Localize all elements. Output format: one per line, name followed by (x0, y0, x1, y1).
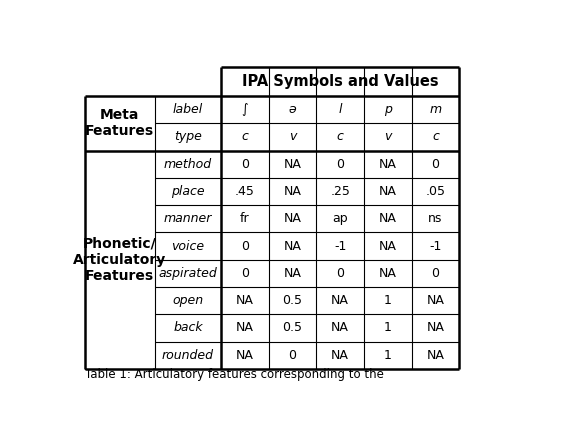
Text: ∫: ∫ (241, 103, 248, 116)
Text: -1: -1 (430, 240, 442, 253)
Text: p: p (384, 103, 391, 116)
Text: NA: NA (427, 321, 444, 334)
Text: method: method (164, 158, 212, 171)
Text: manner: manner (163, 212, 212, 226)
Text: Table 1: Articulatory features corresponding to the: Table 1: Articulatory features correspon… (84, 368, 383, 381)
Text: NA: NA (331, 321, 349, 334)
Text: 0: 0 (241, 158, 248, 171)
Text: 0: 0 (336, 267, 344, 280)
Text: Phonetic/
Articulatory
Features: Phonetic/ Articulatory Features (73, 237, 166, 283)
Text: c: c (336, 130, 343, 143)
Text: NA: NA (284, 240, 301, 253)
Text: ə: ə (288, 103, 297, 116)
Text: 0: 0 (241, 240, 248, 253)
Text: label: label (173, 103, 203, 116)
Text: NA: NA (284, 267, 301, 280)
Text: NA: NA (284, 212, 301, 226)
Text: NA: NA (236, 349, 254, 362)
Text: NA: NA (379, 212, 397, 226)
Text: aspirated: aspirated (159, 267, 217, 280)
Text: .05: .05 (425, 185, 445, 198)
Text: v: v (384, 130, 391, 143)
Text: Meta
Features: Meta Features (85, 108, 154, 139)
Text: 1: 1 (384, 321, 391, 334)
Text: -1: -1 (334, 240, 346, 253)
Text: .45: .45 (235, 185, 255, 198)
Text: NA: NA (284, 158, 301, 171)
Text: 0: 0 (431, 158, 440, 171)
Text: 0: 0 (336, 158, 344, 171)
Text: v: v (289, 130, 296, 143)
Text: NA: NA (379, 267, 397, 280)
Text: 0: 0 (431, 267, 440, 280)
Text: NA: NA (379, 185, 397, 198)
Text: NA: NA (427, 349, 444, 362)
Text: NA: NA (236, 294, 254, 307)
Text: IPA Symbols and Values: IPA Symbols and Values (242, 74, 438, 89)
Text: voice: voice (171, 240, 205, 253)
Text: ap: ap (332, 212, 348, 226)
Text: 1: 1 (384, 294, 391, 307)
Text: 0: 0 (241, 267, 248, 280)
Text: l: l (338, 103, 342, 116)
Text: rounded: rounded (162, 349, 214, 362)
Text: 0: 0 (288, 349, 297, 362)
Text: ns: ns (428, 212, 442, 226)
Text: 0.5: 0.5 (282, 294, 302, 307)
Text: fr: fr (240, 212, 250, 226)
Text: 1: 1 (384, 349, 391, 362)
Text: NA: NA (379, 240, 397, 253)
Text: c: c (241, 130, 248, 143)
Text: m: m (430, 103, 441, 116)
Text: .25: .25 (330, 185, 350, 198)
Text: NA: NA (331, 294, 349, 307)
Text: NA: NA (427, 294, 444, 307)
Text: 0.5: 0.5 (282, 321, 302, 334)
Text: back: back (173, 321, 203, 334)
Text: NA: NA (236, 321, 254, 334)
Text: NA: NA (331, 349, 349, 362)
Text: c: c (432, 130, 439, 143)
Text: open: open (172, 294, 203, 307)
Text: place: place (171, 185, 205, 198)
Text: NA: NA (284, 185, 301, 198)
Text: type: type (174, 130, 202, 143)
Text: NA: NA (379, 158, 397, 171)
